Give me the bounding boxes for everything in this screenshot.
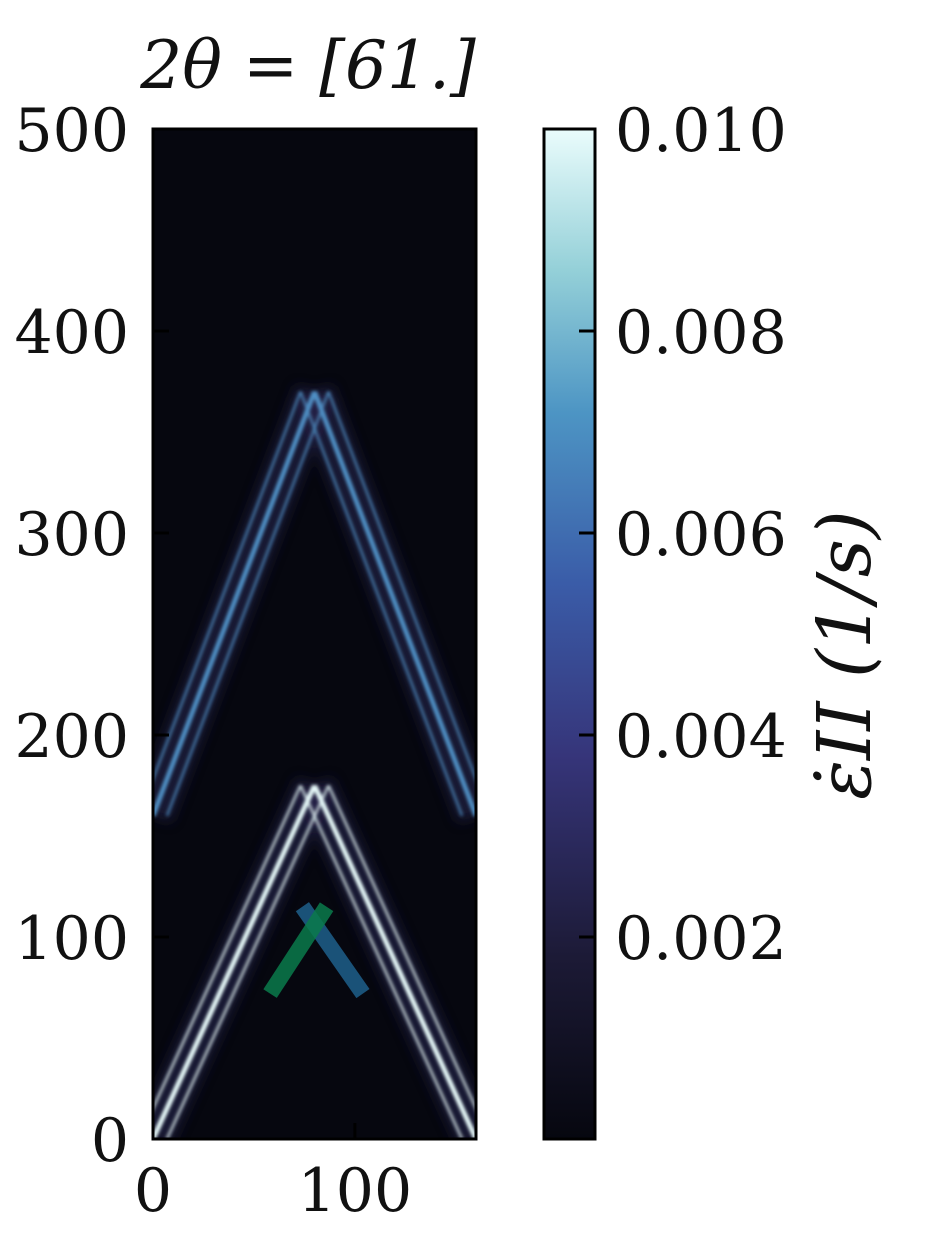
y-tick-label-300: 300: [14, 500, 129, 570]
colorbar-tick-label-3: 0.008: [615, 298, 787, 368]
colorbar-tick-label-2: 0.006: [615, 500, 787, 570]
chart-title: 2θ = [61.]: [139, 27, 476, 104]
y-axis: 0 100 200 300 400 500: [14, 96, 169, 1176]
colorbar: [544, 129, 595, 1139]
y-tick-label-0: 0: [91, 1106, 129, 1176]
colorbar-tick-label-0: 0.002: [615, 904, 787, 974]
y-tick-label-200: 200: [14, 702, 129, 772]
heatmap: [139, 129, 490, 1139]
colorbar-tick-label-1: 0.004: [615, 702, 787, 772]
x-tick-label-100: 100: [298, 1156, 413, 1226]
y-tick-label-400: 400: [14, 298, 129, 368]
colorbar-label: ε̇II (1/s): [802, 510, 888, 799]
x-tick-label-0: 0: [134, 1156, 172, 1226]
y-tick-label-100: 100: [14, 904, 129, 974]
colorbar-tick-label-4: 0.010: [615, 96, 787, 166]
y-tick-label-500: 500: [14, 96, 129, 166]
colorbar-ticks: 0.002 0.004 0.006 0.008 0.010: [579, 96, 787, 974]
